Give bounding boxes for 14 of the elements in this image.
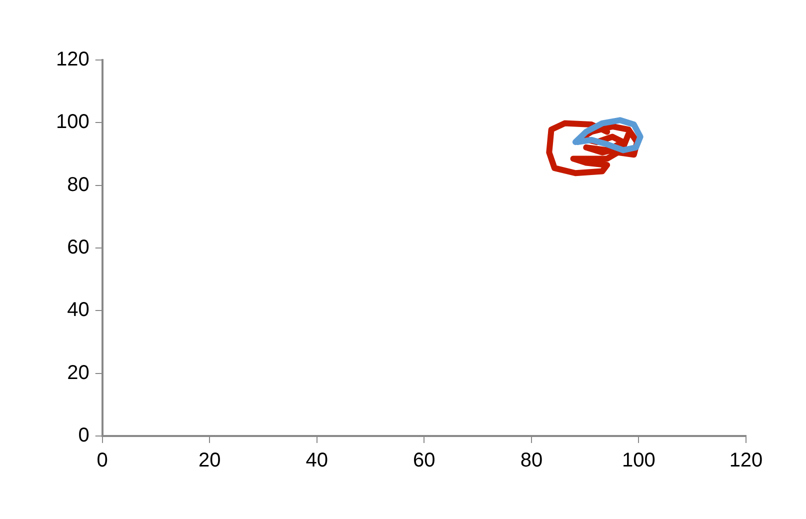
y-tick-label: 80 (67, 174, 90, 196)
x-tick-label: 0 (96, 450, 108, 472)
y-tick-label: 40 (67, 299, 90, 322)
x-tick-label: 100 (622, 450, 656, 472)
x-tick-label: 120 (729, 450, 763, 472)
x-tick-label: 80 (520, 450, 543, 472)
y-tick-label: 120 (56, 48, 90, 71)
y-tick-label: 0 (78, 424, 90, 447)
y-tick-label: 100 (56, 111, 90, 134)
y-tick-label: 60 (67, 236, 90, 259)
y-tick-label: 20 (67, 362, 90, 384)
x-tick-label: 20 (198, 450, 221, 472)
x-tick-label: 40 (306, 450, 328, 472)
x-tick-label: 60 (413, 450, 436, 472)
